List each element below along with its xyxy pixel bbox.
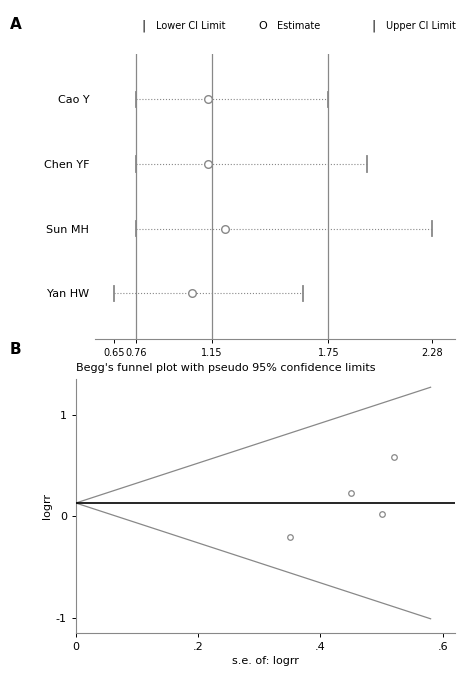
Text: Begg's funnel plot with pseudo 95% confidence limits: Begg's funnel plot with pseudo 95% confi… bbox=[76, 363, 375, 373]
Point bbox=[390, 452, 398, 463]
Text: B: B bbox=[9, 342, 21, 357]
Text: Lower CI Limit: Lower CI Limit bbox=[155, 21, 225, 30]
Point bbox=[347, 487, 355, 498]
Text: A: A bbox=[9, 17, 21, 32]
Text: |: | bbox=[372, 19, 376, 32]
Point bbox=[286, 531, 294, 542]
Text: Estimate: Estimate bbox=[277, 21, 320, 30]
Point bbox=[378, 509, 385, 520]
X-axis label: s.e. of: logrr: s.e. of: logrr bbox=[232, 656, 299, 666]
Text: Upper CI Limit: Upper CI Limit bbox=[386, 21, 456, 30]
Text: |: | bbox=[141, 19, 146, 32]
Y-axis label: logrr: logrr bbox=[42, 493, 52, 519]
Text: O: O bbox=[258, 21, 267, 30]
